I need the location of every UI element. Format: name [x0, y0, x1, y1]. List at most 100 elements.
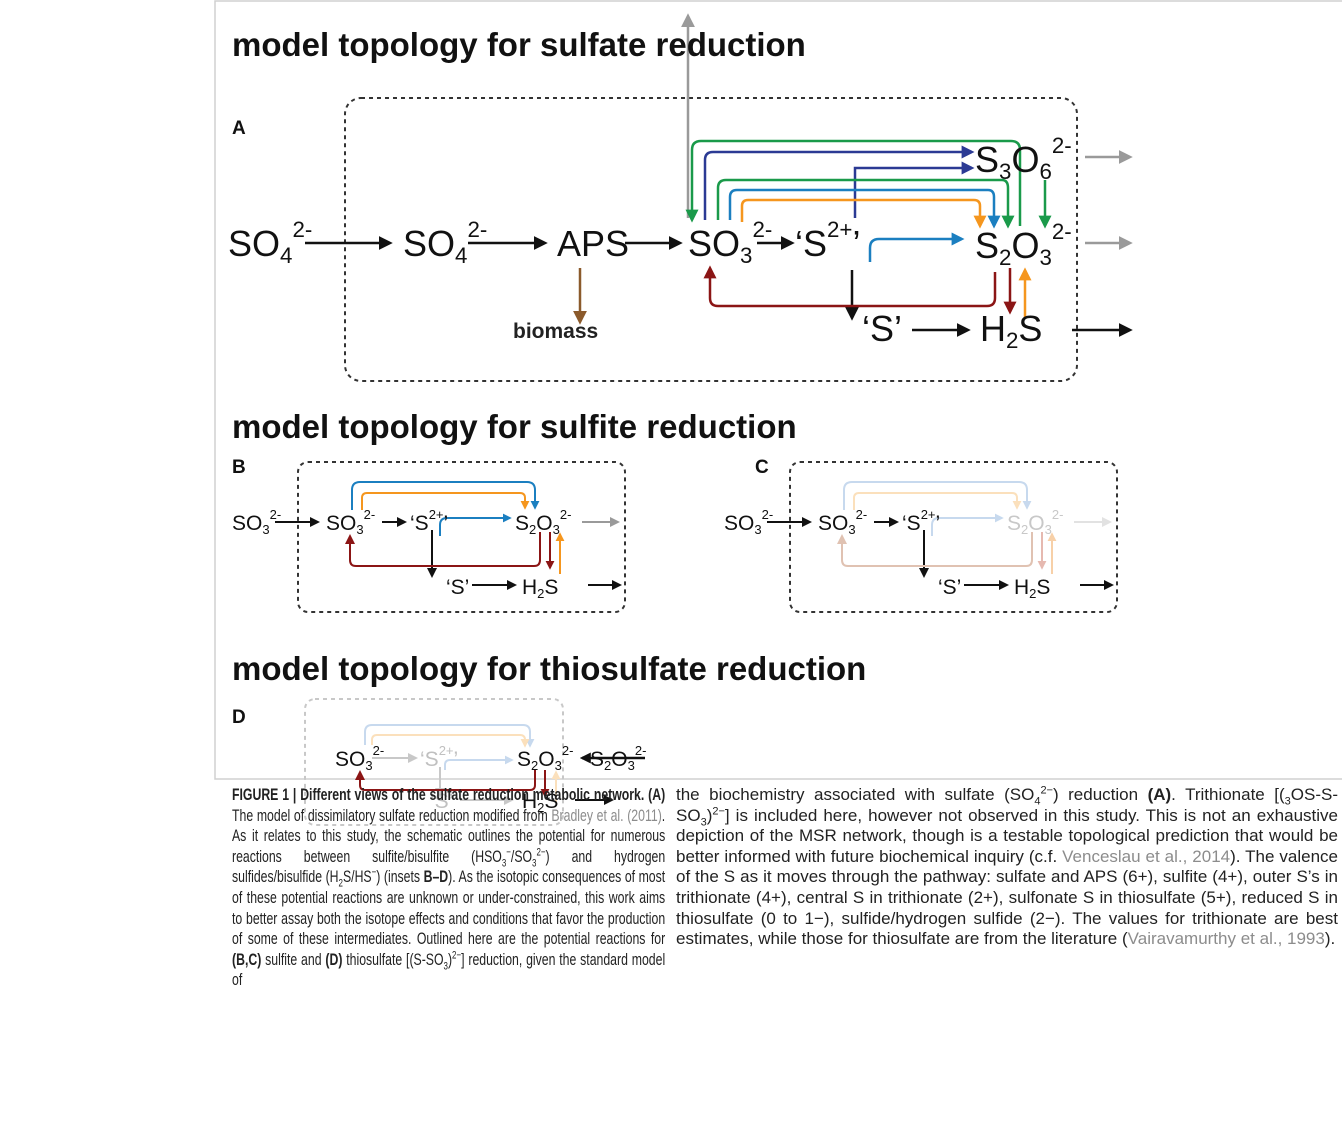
figure-frame — [214, 0, 1342, 780]
formula-part: 2- — [373, 743, 385, 758]
formula-part: ‘S — [795, 223, 827, 264]
formula-part: 3 — [365, 758, 372, 773]
formula-part: SO — [688, 223, 740, 264]
arrow — [351, 481, 540, 510]
formula-part: 2+ — [827, 217, 852, 242]
node-label: S2O32- — [515, 507, 571, 537]
node-label: SO32- — [232, 507, 281, 537]
arrow — [837, 532, 1033, 567]
formula-part: H — [522, 576, 537, 599]
node-label: SO32- — [724, 507, 773, 537]
caption-text: ). As the isotopic consequences of most … — [232, 867, 666, 949]
node-label: S2O32- — [590, 743, 646, 773]
formula-part: SO — [724, 512, 754, 535]
arrow — [853, 492, 1022, 510]
formula-part: 2+ — [439, 743, 454, 758]
caption-text: S/HS — [342, 867, 372, 887]
formula-part: 3 — [848, 522, 855, 537]
formula-part: O — [1011, 225, 1039, 266]
node-label: SO32- — [688, 217, 772, 268]
node-label: S2O32- — [1007, 507, 1063, 537]
caption-text: (D) — [325, 949, 343, 969]
arrow — [853, 161, 975, 218]
caption-text: 2− — [452, 949, 462, 962]
node-label: ‘S’ — [446, 576, 469, 599]
citation-link[interactable]: Venceslau et al., 2014 — [1062, 846, 1231, 866]
formula-part: 2- — [562, 743, 574, 758]
panel-label: A — [232, 118, 246, 139]
caption-text: ) — [706, 805, 713, 825]
caption-text: FIGURE 1 | Different views of the sulfat… — [232, 785, 649, 804]
arrow — [439, 513, 512, 536]
node-label: S2O32- — [975, 219, 1072, 270]
node-label: SO32- — [326, 507, 375, 537]
formula-part: S — [515, 512, 529, 535]
caption-text: 3 — [501, 857, 507, 870]
caption-text: OS-S-SO — [676, 785, 1338, 825]
section-title: model topology for sulfite reduction — [232, 408, 797, 445]
formula-part: 3 — [262, 522, 269, 537]
panel-box — [304, 698, 564, 826]
formula-part: 2- — [856, 507, 868, 522]
arrow — [355, 770, 536, 791]
formula-part: 2 — [604, 758, 611, 773]
arrow — [931, 513, 1004, 536]
arrow — [685, 139, 1022, 226]
formula-part: 2 — [1021, 522, 1028, 537]
formula-part: ‘S’ — [430, 790, 453, 813]
citation-link[interactable]: Bradley et al. (2011) — [551, 805, 662, 825]
formula-part: 2+ — [429, 507, 444, 522]
node-label: APS — [557, 223, 629, 264]
caption-column: FIGURE 1 | Different views of the sulfat… — [232, 785, 665, 991]
formula-part: 2 — [537, 586, 544, 601]
node-label: S2O32- — [517, 743, 573, 773]
caption-text: (A) — [648, 785, 666, 804]
panel-label: B — [232, 457, 246, 478]
arrow — [444, 755, 514, 770]
caption-text: B–D — [423, 867, 449, 887]
caption-text: (B,C) — [232, 949, 262, 969]
arrow — [728, 188, 1001, 229]
formula-part: biomass — [513, 320, 598, 343]
formula-part: H — [980, 308, 1006, 349]
formula-part: 3 — [1039, 245, 1051, 270]
formula-part: SO — [228, 223, 280, 264]
node-label: SO42- — [403, 217, 487, 268]
node-label: H2S — [980, 308, 1042, 353]
arrow — [716, 178, 1015, 229]
formula-part: 2 — [1029, 586, 1036, 601]
caption-text: /SO — [510, 846, 533, 866]
node-label: H2S — [1014, 576, 1050, 601]
node-label: biomass — [513, 320, 598, 343]
formula-part: 2- — [752, 217, 772, 242]
formula-part: H — [522, 790, 537, 813]
formula-part: ’ — [444, 512, 449, 535]
panel-label: C — [755, 457, 769, 478]
formula-part: 4 — [455, 243, 467, 268]
caption-text: 2− — [1040, 784, 1053, 797]
formula-part: APS — [557, 223, 629, 264]
formula-part: 6 — [1039, 159, 1051, 184]
citation-link[interactable]: Vairavamurthy et al., 1993 — [1127, 929, 1325, 949]
formula-part: 3 — [740, 243, 752, 268]
formula-part: SO — [403, 223, 455, 264]
caption-text: 3 — [532, 857, 537, 870]
node-label: ‘S2+’ — [902, 507, 940, 535]
formula-part: S — [544, 576, 558, 599]
section-title: model topology for thiosulfate reduction — [232, 650, 866, 687]
arrow — [371, 734, 530, 748]
caption-column: the biochemistry associated with sulfate… — [676, 785, 1338, 950]
node-label: ‘S’ — [430, 790, 453, 813]
node-label: H2S — [522, 576, 558, 601]
caption-text: − — [506, 846, 511, 859]
caption-text: ] reduction, given the standard model of — [232, 949, 666, 990]
formula-part: SO — [335, 748, 365, 771]
node-label: S3O62- — [975, 133, 1072, 184]
formula-part: 3 — [754, 522, 761, 537]
node-label: ‘S’ — [938, 576, 961, 599]
node-label: ‘S’ — [862, 308, 902, 349]
formula-part: O — [538, 748, 554, 771]
arrow — [345, 532, 541, 567]
formula-part: ‘S’ — [446, 576, 469, 599]
